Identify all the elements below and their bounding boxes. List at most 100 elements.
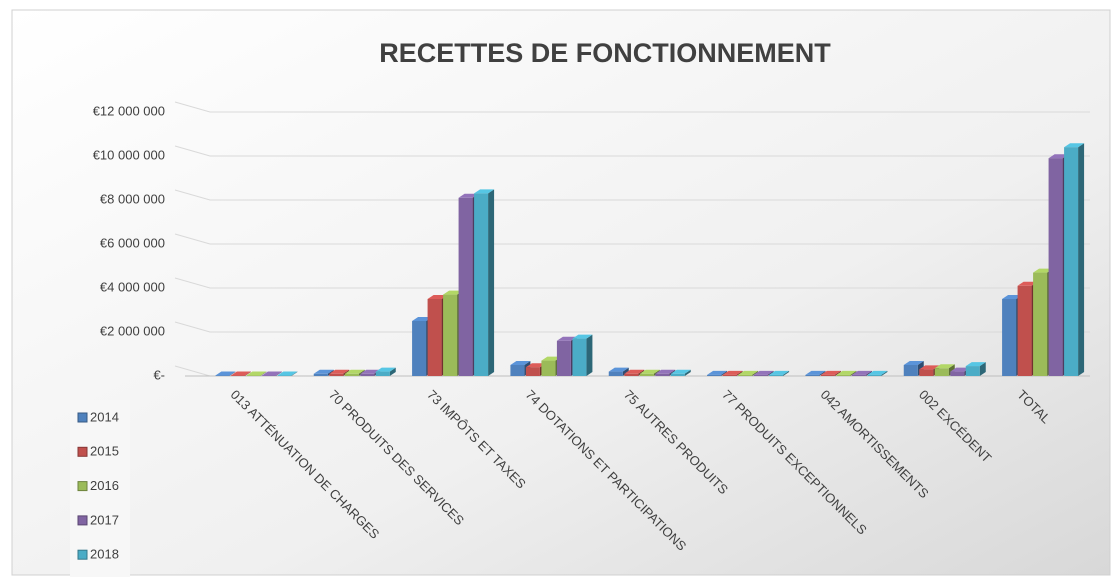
bar-top bbox=[474, 189, 495, 194]
bar bbox=[474, 193, 489, 376]
legend-swatch bbox=[77, 549, 88, 560]
legend-swatch bbox=[77, 515, 88, 526]
y-tick-label: €6 000 000 bbox=[100, 235, 165, 250]
bar-side bbox=[979, 362, 986, 376]
y-tick-label: €- bbox=[153, 367, 165, 382]
bar-side bbox=[488, 189, 495, 376]
bar-top bbox=[427, 295, 448, 299]
grid-line bbox=[174, 101, 1090, 113]
bar-side bbox=[819, 370, 826, 376]
bar-top bbox=[412, 317, 433, 321]
bar bbox=[412, 321, 427, 376]
grid-line bbox=[174, 277, 1090, 289]
bar-side bbox=[736, 370, 743, 376]
bar-top bbox=[769, 370, 790, 375]
bar-side bbox=[684, 369, 691, 376]
bar-side bbox=[291, 371, 298, 376]
y-tick-label: €12 000 000 bbox=[93, 103, 165, 118]
bar-top bbox=[919, 365, 940, 370]
bar bbox=[836, 374, 851, 376]
bar-top bbox=[246, 371, 267, 376]
bar-side bbox=[721, 370, 728, 376]
bar-top bbox=[639, 369, 660, 374]
bar bbox=[541, 360, 556, 376]
bar-top bbox=[950, 367, 971, 372]
bar-side bbox=[850, 370, 857, 376]
bar bbox=[572, 338, 587, 376]
bar bbox=[1048, 158, 1063, 376]
y-tick-label: €2 000 000 bbox=[100, 323, 165, 338]
bar-side bbox=[834, 370, 841, 376]
bar-top bbox=[556, 336, 577, 341]
bar-side bbox=[767, 370, 774, 376]
bar bbox=[1064, 147, 1079, 376]
bar-top bbox=[1017, 281, 1038, 286]
bar bbox=[655, 373, 670, 376]
bar bbox=[851, 374, 866, 376]
bar-top bbox=[670, 369, 691, 374]
grid-line bbox=[174, 145, 1090, 157]
bar-top bbox=[965, 362, 986, 367]
bar-side bbox=[586, 334, 593, 376]
chart-bg bbox=[11, 9, 1111, 576]
grid-line bbox=[174, 321, 1090, 333]
chart-title: RECETTES DE FONCTIONNEMENT bbox=[379, 38, 831, 68]
bar-top bbox=[1033, 268, 1054, 273]
bar-top bbox=[230, 371, 251, 376]
bar-top bbox=[722, 370, 743, 375]
y-tick-label: €10 000 000 bbox=[93, 147, 165, 162]
bar-top bbox=[541, 356, 562, 361]
bar bbox=[556, 340, 571, 376]
bar bbox=[722, 374, 737, 376]
bar-top bbox=[753, 370, 774, 375]
bar bbox=[903, 365, 918, 376]
bar bbox=[805, 374, 820, 376]
bar bbox=[360, 373, 375, 376]
legend-label: 2015 bbox=[90, 444, 119, 459]
bar bbox=[313, 373, 328, 376]
grid-line bbox=[174, 233, 1090, 245]
bar bbox=[329, 373, 344, 376]
bar-side bbox=[752, 370, 759, 376]
bar-top bbox=[655, 369, 676, 374]
bar bbox=[344, 373, 359, 376]
bar-top bbox=[510, 361, 531, 365]
bar-top bbox=[572, 334, 593, 339]
bar-top bbox=[836, 370, 857, 375]
bar-top bbox=[261, 371, 282, 376]
legend-label: 2018 bbox=[90, 547, 119, 562]
bar bbox=[965, 366, 980, 376]
bar-top bbox=[525, 363, 546, 368]
legend-swatch bbox=[77, 412, 88, 423]
bar bbox=[1033, 272, 1048, 376]
bar-top bbox=[820, 370, 841, 375]
legend-label: 2016 bbox=[90, 478, 119, 493]
bar-top bbox=[458, 193, 479, 198]
legend-swatch bbox=[77, 446, 88, 457]
bar-top bbox=[277, 371, 298, 376]
bar-top bbox=[624, 369, 645, 374]
bar bbox=[769, 374, 784, 376]
bar-top bbox=[1002, 295, 1023, 299]
bar bbox=[510, 365, 525, 376]
y-tick-label: €8 000 000 bbox=[100, 191, 165, 206]
bar-top bbox=[329, 369, 350, 374]
bar bbox=[608, 371, 623, 376]
bar-side bbox=[865, 370, 872, 376]
bar-side bbox=[260, 371, 267, 376]
bar bbox=[624, 373, 639, 376]
bar bbox=[525, 367, 540, 376]
bar-top bbox=[360, 369, 381, 374]
bar-top bbox=[443, 290, 464, 295]
bar bbox=[670, 373, 685, 376]
bar bbox=[375, 371, 390, 376]
bar-top bbox=[851, 370, 872, 375]
bar bbox=[867, 374, 882, 376]
legend-label: 2017 bbox=[90, 512, 119, 527]
legend-swatch bbox=[77, 481, 88, 492]
legend-label: 2014 bbox=[90, 409, 119, 424]
bar bbox=[950, 371, 965, 376]
bar-side bbox=[1078, 143, 1085, 376]
bar bbox=[753, 374, 768, 376]
